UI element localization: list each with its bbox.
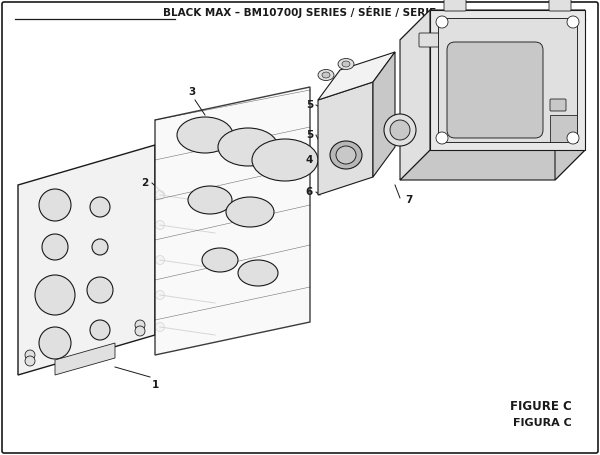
- FancyBboxPatch shape: [447, 42, 543, 138]
- Text: 5: 5: [306, 130, 313, 140]
- Polygon shape: [318, 52, 395, 100]
- Polygon shape: [55, 343, 115, 375]
- Polygon shape: [400, 10, 430, 180]
- Circle shape: [436, 132, 448, 144]
- Ellipse shape: [384, 114, 416, 146]
- FancyBboxPatch shape: [550, 99, 566, 111]
- Circle shape: [39, 189, 71, 221]
- Ellipse shape: [218, 128, 278, 166]
- Polygon shape: [318, 82, 373, 195]
- FancyBboxPatch shape: [419, 33, 443, 47]
- Circle shape: [25, 350, 35, 360]
- Ellipse shape: [390, 120, 410, 140]
- Circle shape: [155, 221, 164, 229]
- Circle shape: [436, 16, 448, 28]
- Ellipse shape: [318, 70, 334, 81]
- Polygon shape: [373, 52, 395, 177]
- Text: 2: 2: [141, 178, 148, 188]
- Ellipse shape: [338, 59, 354, 70]
- Polygon shape: [400, 150, 585, 180]
- Text: 8: 8: [573, 82, 580, 92]
- Circle shape: [35, 275, 75, 315]
- Circle shape: [39, 327, 71, 359]
- Circle shape: [155, 323, 164, 332]
- Text: 1: 1: [152, 380, 159, 390]
- Ellipse shape: [188, 186, 232, 214]
- FancyBboxPatch shape: [549, 0, 571, 11]
- Circle shape: [92, 239, 108, 255]
- Polygon shape: [550, 115, 577, 142]
- Circle shape: [155, 290, 164, 299]
- Polygon shape: [548, 78, 561, 100]
- Ellipse shape: [238, 260, 278, 286]
- Circle shape: [135, 320, 145, 330]
- Text: 9: 9: [427, 22, 434, 32]
- FancyBboxPatch shape: [444, 0, 466, 11]
- Polygon shape: [438, 18, 577, 142]
- Circle shape: [87, 277, 113, 303]
- Polygon shape: [430, 10, 585, 150]
- Circle shape: [135, 326, 145, 336]
- Ellipse shape: [330, 141, 362, 169]
- Text: 4: 4: [305, 155, 313, 165]
- Ellipse shape: [202, 248, 238, 272]
- Ellipse shape: [177, 117, 233, 153]
- Text: BLACK MAX – BM10700J SERIES / SÉRIE / SERIE: BLACK MAX – BM10700J SERIES / SÉRIE / SE…: [163, 6, 437, 18]
- Text: 7: 7: [405, 195, 412, 205]
- Ellipse shape: [226, 197, 274, 227]
- Circle shape: [25, 356, 35, 366]
- Ellipse shape: [322, 72, 330, 78]
- Polygon shape: [18, 145, 155, 375]
- Polygon shape: [555, 10, 585, 180]
- FancyBboxPatch shape: [534, 33, 558, 47]
- Text: 3: 3: [188, 87, 195, 97]
- Circle shape: [567, 132, 579, 144]
- Circle shape: [42, 234, 68, 260]
- Circle shape: [90, 197, 110, 217]
- Text: FIGURE C: FIGURE C: [510, 400, 572, 414]
- Ellipse shape: [336, 146, 356, 164]
- Polygon shape: [155, 87, 310, 355]
- Text: FIGURA C: FIGURA C: [513, 418, 572, 428]
- Ellipse shape: [252, 139, 318, 181]
- Circle shape: [155, 191, 164, 199]
- Circle shape: [90, 320, 110, 340]
- Ellipse shape: [342, 61, 350, 67]
- Polygon shape: [400, 10, 585, 40]
- Text: 6: 6: [306, 187, 313, 197]
- Text: 5: 5: [306, 100, 313, 110]
- Circle shape: [155, 256, 164, 264]
- Circle shape: [567, 16, 579, 28]
